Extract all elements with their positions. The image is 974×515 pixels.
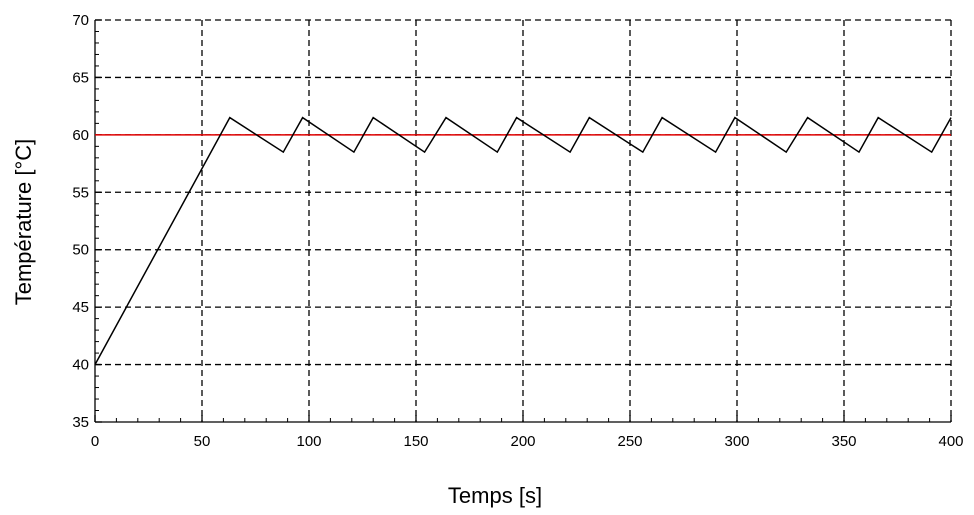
y-tick-label: 55 <box>72 184 89 201</box>
series-group <box>94 116 952 365</box>
y-tick-label: 60 <box>72 127 89 144</box>
tick-labels: 0 50 100 150 200 250 300 350 400 35 40 45 50 55 60 65 70 <box>72 12 963 450</box>
x-tick-label: 300 <box>724 433 749 450</box>
x-axis-label: Temps [s] <box>448 483 542 508</box>
y-tick-label: 35 <box>72 414 89 431</box>
y-tick-label: 45 <box>72 299 89 316</box>
temperature-series-line <box>94 116 952 365</box>
y-tick-label: 50 <box>72 242 89 259</box>
y-tick-label: 65 <box>72 69 89 86</box>
x-tick-label: 350 <box>831 433 856 450</box>
grid <box>95 19 952 422</box>
x-tick-label: 50 <box>194 433 211 450</box>
x-tick-label: 150 <box>403 433 428 450</box>
x-tick-label: 250 <box>617 433 642 450</box>
x-tick-label: 200 <box>510 433 535 450</box>
x-tick-label: 400 <box>938 433 963 450</box>
axes <box>94 19 952 423</box>
y-tick-label: 40 <box>72 357 89 374</box>
y-axis-label: Température [°C] <box>11 139 36 306</box>
x-tick-label: 100 <box>296 433 321 450</box>
x-tick-label: 0 <box>91 433 99 450</box>
y-tick-label: 70 <box>72 12 89 29</box>
